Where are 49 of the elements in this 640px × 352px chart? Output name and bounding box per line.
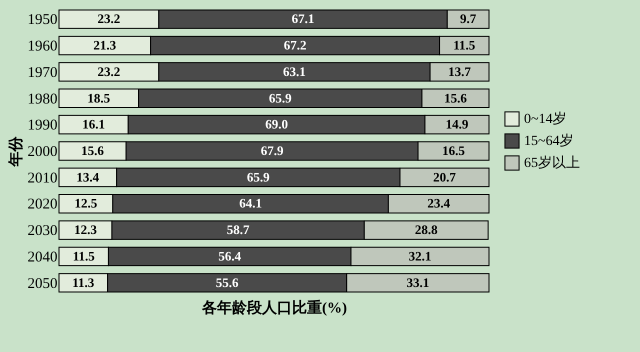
data-label: 9.7 — [460, 11, 477, 26]
data-label: 64.1 — [239, 196, 262, 211]
y-axis-title: 年份 — [8, 136, 24, 168]
y-tick-label: 1970 — [28, 64, 58, 81]
y-tick-label: 2050 — [28, 276, 58, 292]
data-label: 15.6 — [444, 90, 468, 106]
data-label: 67.9 — [260, 143, 284, 158]
data-label: 67.2 — [284, 38, 306, 53]
y-tick-label: 1960 — [28, 38, 58, 55]
legend-label: 0~14岁 — [524, 111, 567, 127]
data-label: 56.4 — [218, 248, 242, 264]
data-label: 69.0 — [265, 116, 288, 132]
data-label: 18.5 — [87, 90, 111, 106]
data-label: 12.5 — [74, 196, 98, 211]
data-label: 13.4 — [76, 169, 100, 184]
data-label: 65.9 — [246, 169, 270, 184]
y-tick-label: 2000 — [28, 144, 58, 160]
data-label: 12.3 — [74, 222, 98, 238]
data-label: 14.9 — [446, 116, 469, 132]
y-tick-label: 1990 — [28, 118, 58, 134]
data-label: 23.2 — [98, 11, 120, 26]
data-label: 20.7 — [433, 169, 456, 184]
data-label: 28.8 — [414, 222, 438, 238]
y-tick-label: 2040 — [28, 249, 58, 266]
data-label: 16.1 — [82, 116, 105, 132]
data-label: 33.1 — [406, 274, 430, 290]
data-label: 63.1 — [283, 64, 306, 79]
data-label: 65.9 — [268, 90, 292, 106]
data-label: 13.7 — [448, 64, 472, 79]
data-label: 11.5 — [453, 38, 476, 53]
data-label: 21.3 — [93, 38, 117, 53]
data-label: 23.4 — [427, 196, 451, 211]
x-axis-title: 各年龄段人口比重(%) — [201, 300, 347, 316]
legend-label: 65岁以上 — [524, 155, 580, 171]
data-label: 11.3 — [72, 274, 95, 290]
y-tick-label: 2020 — [28, 196, 58, 213]
data-label: 11.5 — [72, 248, 96, 264]
data-label: 32.1 — [408, 248, 432, 264]
data-label: 16.5 — [442, 143, 466, 158]
y-tick-label: 1980 — [28, 91, 58, 108]
data-label: 58.7 — [226, 222, 250, 238]
data-label: 15.6 — [81, 143, 104, 158]
y-tick-label: 2030 — [28, 223, 58, 240]
data-label: 23.2 — [98, 64, 120, 79]
y-tick-label: 2010 — [28, 170, 58, 186]
data-label: 67.1 — [292, 11, 314, 26]
y-tick-label: 1950 — [28, 12, 58, 28]
data-label: 55.6 — [216, 274, 240, 290]
legend-label: 15~64岁 — [524, 133, 574, 149]
